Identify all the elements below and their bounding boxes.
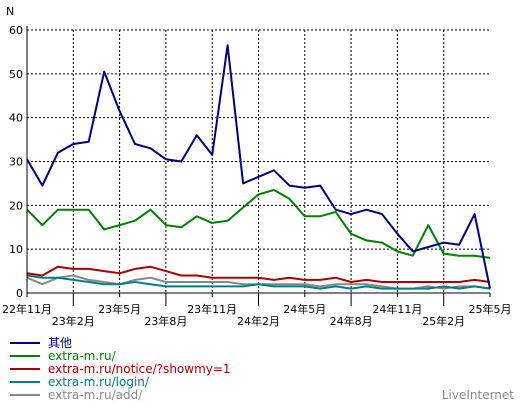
series-line [26, 44, 491, 289]
legend-label: 其他 [48, 336, 72, 350]
x-tick-label: 23年8月 [144, 314, 187, 328]
grid-lines [27, 29, 490, 293]
series-line [26, 274, 491, 290]
series-lines [26, 44, 491, 290]
footer-brand: LiveInternet [442, 388, 514, 402]
x-tick-label: 24年8月 [330, 314, 373, 328]
y-tick-label: 0 [16, 287, 23, 300]
x-tick-label: 23年11月 [187, 302, 237, 316]
x-tick-label: 22年11月 [2, 302, 52, 316]
legend-label: extra-m.ru/login/ [48, 375, 150, 389]
x-tick-label: 25年5月 [469, 302, 512, 316]
x-tick-label: 25年2月 [422, 314, 465, 328]
y-tick-label: 10 [9, 243, 23, 256]
y-tick-label: 60 [9, 24, 23, 37]
x-tick-label: 24年5月 [283, 302, 326, 316]
x-tick-label: 23年5月 [98, 302, 141, 316]
series-line [26, 265, 491, 283]
axes [26, 26, 490, 294]
x-tick-label: 23年2月 [52, 314, 95, 328]
x-tick-label: 24年11月 [372, 302, 422, 316]
legend-label: extra-m.ru/notice/?showmy=1 [48, 362, 231, 376]
x-tick-label: 24年2月 [237, 314, 280, 328]
y-tick-label: 30 [9, 156, 23, 169]
series-line [26, 189, 491, 259]
y-tick-label: 40 [9, 112, 23, 125]
y-axis-label: N [6, 5, 14, 18]
y-tick-label: 50 [9, 68, 23, 81]
y-axis-ticks: 0 10 20 30 40 50 60 [9, 24, 23, 300]
legend-label: extra-m.ru/add/ [48, 388, 143, 402]
legend: 其他extra-m.ru/extra-m.ru/notice/?showmy=1… [10, 336, 231, 402]
y-tick-label: 20 [9, 199, 23, 212]
legend-label: extra-m.ru/ [48, 349, 117, 363]
